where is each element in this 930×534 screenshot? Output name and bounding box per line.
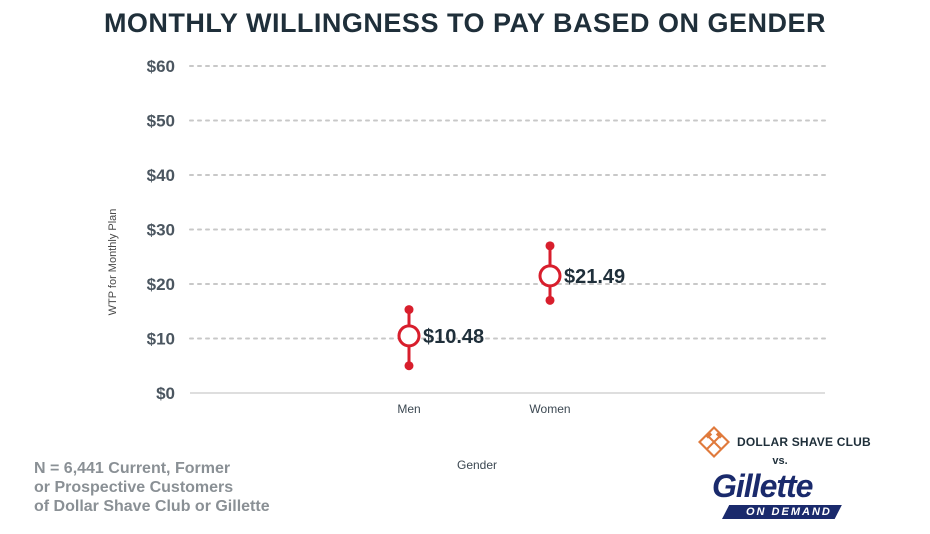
y-tick-label: $50	[147, 112, 175, 131]
y-tick-label: $40	[147, 166, 175, 185]
error-cap-low	[545, 295, 555, 305]
on-demand-badge: ON DEMAND	[722, 505, 842, 519]
y-tick-label: $30	[147, 221, 175, 240]
dollar-shave-club-logo: DOLLAR SHAVE CLUB	[697, 425, 871, 459]
data-point	[397, 324, 421, 348]
data-value-label: $10.48	[423, 326, 484, 348]
data-value-label: $21.49	[564, 266, 625, 288]
sample-note-line: of Dollar Shave Club or Gillette	[34, 498, 270, 515]
gillette-logo: Gillette	[712, 468, 813, 504]
y-axis-label: WTP for Monthly Plan	[107, 208, 119, 316]
versus-label: vs.	[772, 455, 788, 467]
error-cap-low	[404, 361, 414, 371]
x-tick-label: Men	[397, 402, 420, 416]
razor-crossed-icon	[698, 426, 730, 458]
x-tick-label: Women	[529, 402, 570, 416]
y-tick-label: $0	[156, 384, 175, 403]
sample-note: N = 6,441 Current, Former or Prospective…	[34, 459, 270, 516]
error-cap-high	[404, 305, 414, 315]
data-point	[538, 264, 562, 288]
x-axis-label: Gender	[456, 458, 498, 472]
sample-note-line: or Prospective Customers	[34, 479, 234, 496]
dsc-brand-name: DOLLAR SHAVE CLUB	[737, 435, 871, 449]
error-cap-high	[545, 241, 555, 251]
chart-title: MONTHLY WILLINGNESS TO PAY BASED ON GEND…	[103, 8, 827, 38]
y-tick-label: $10	[147, 330, 175, 349]
sample-note-line: N = 6,441 Current, Former	[34, 460, 231, 477]
y-tick-label: $60	[147, 57, 175, 76]
y-tick-label: $20	[147, 275, 175, 294]
